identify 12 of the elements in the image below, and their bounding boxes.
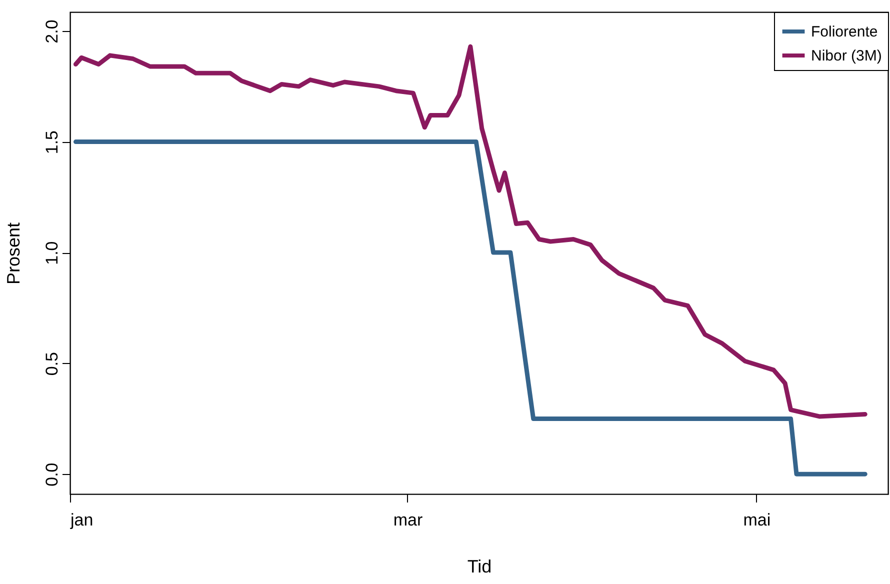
y-tick-label: 0.0	[42, 462, 62, 486]
y-tick-label: 2.0	[42, 20, 62, 44]
x-tick-label: mar	[393, 510, 423, 530]
x-tick-label: jan	[70, 510, 94, 530]
y-axis-title: Prosent	[4, 222, 24, 285]
y-tick-label: 1.0	[42, 241, 62, 265]
legend-label: Foliorente	[811, 24, 878, 40]
y-tick-label: 1.5	[42, 130, 62, 154]
x-axis-title: Tid	[467, 556, 492, 576]
legend-label: Nibor (3M)	[811, 48, 882, 64]
y-tick-label: 0.5	[42, 352, 62, 376]
x-tick-label: mai	[743, 510, 771, 530]
